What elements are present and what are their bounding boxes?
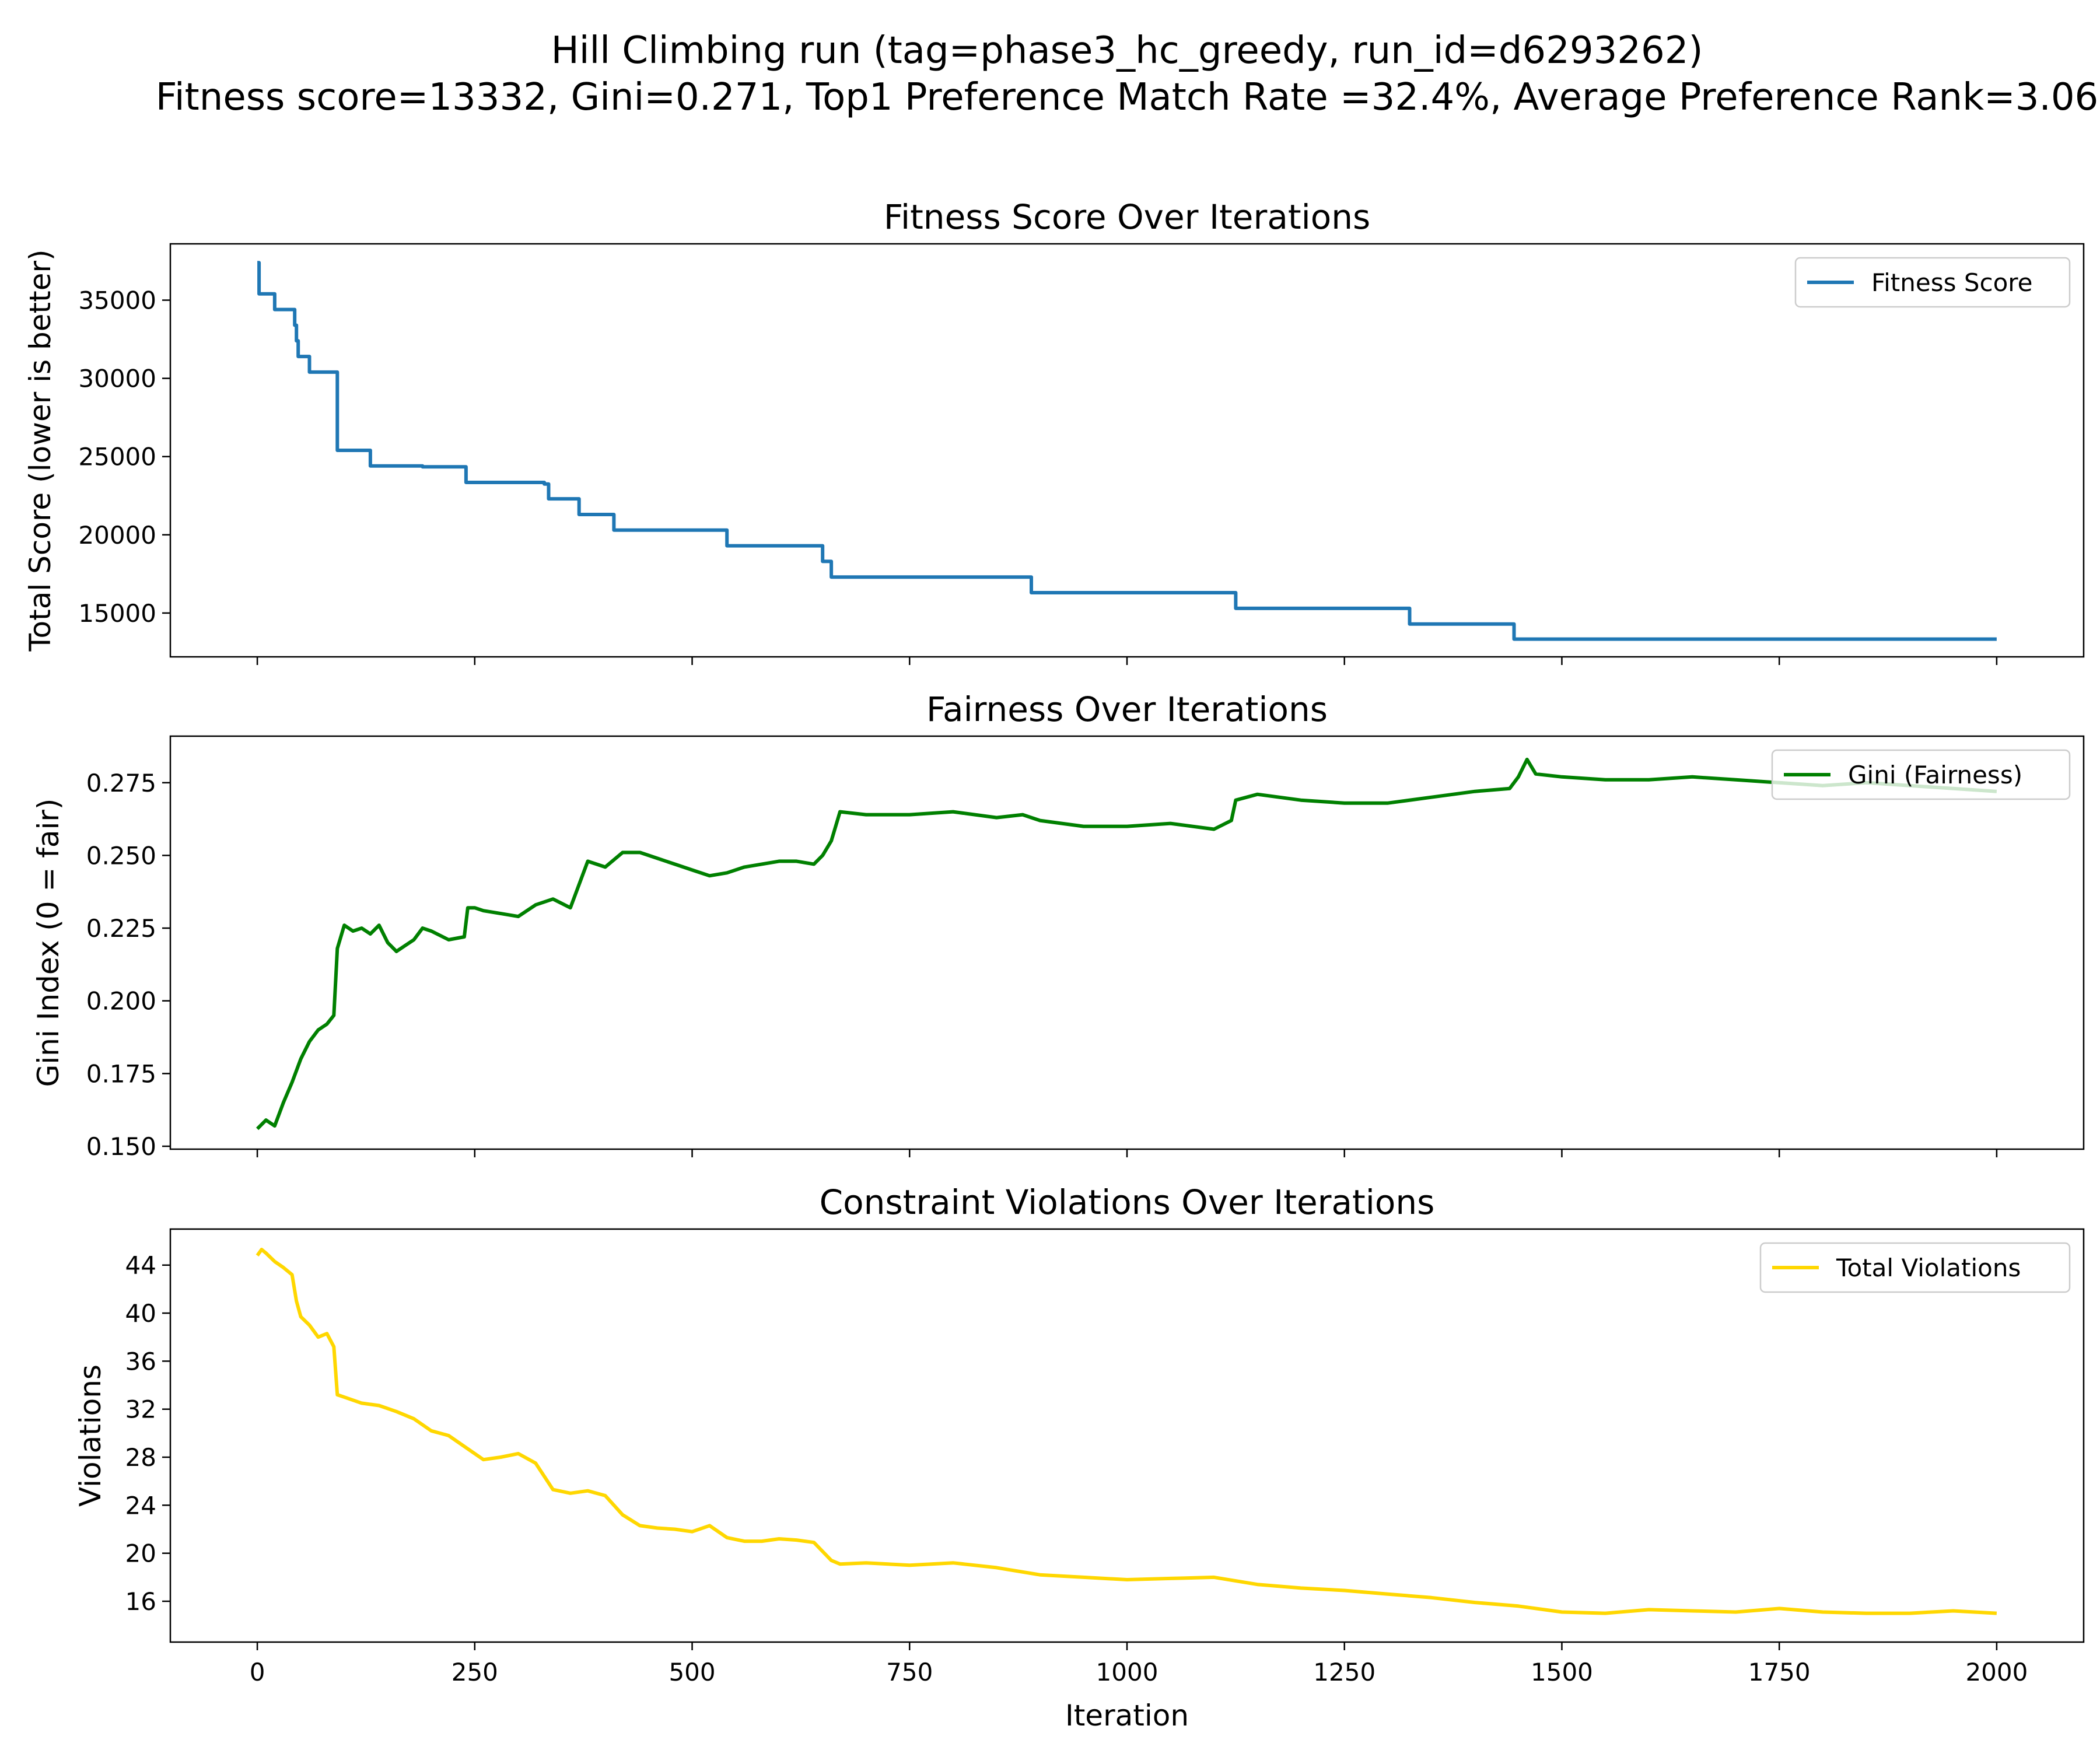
y-tick-label: 32 — [125, 1395, 156, 1424]
panel-title: Constraint Violations Over Iterations — [820, 1182, 1435, 1222]
y-tick-label: 20 — [125, 1539, 156, 1568]
gini-series-line — [256, 757, 1997, 1130]
y-tick-label: 35000 — [78, 286, 156, 315]
y-axis-label: Gini Index (0 = fair) — [32, 799, 65, 1087]
legend-label: Total Violations — [1836, 1254, 2021, 1282]
figure-title-line1: Hill Climbing run (tag=phase3_hc_greedy,… — [551, 29, 1703, 72]
x-tick-label: 500 — [668, 1658, 715, 1686]
fitness-series-line — [257, 261, 1997, 641]
y-tick-label: 0.250 — [86, 841, 156, 870]
y-tick-label: 16 — [125, 1587, 156, 1616]
y-tick-label: 0.275 — [86, 769, 156, 797]
legend-box — [1771, 749, 2071, 800]
y-tick-label: 0.225 — [86, 914, 156, 943]
x-tick-label: 1750 — [1748, 1658, 1811, 1686]
x-tick-label: 1250 — [1313, 1658, 1376, 1686]
panel-title: Fitness Score Over Iterations — [884, 197, 1370, 237]
fairness-panel: Fairness Over Iterations 0.150 0.175 0.200 0… — [32, 690, 2085, 1161]
y-axis-label: Total Score (lower is better) — [23, 249, 57, 652]
x-tick-label: 750 — [886, 1658, 933, 1686]
legend-label: Gini (Fairness) — [1848, 761, 2022, 789]
legend: Gini (Fairness) — [1771, 749, 2071, 800]
legend: Fitness Score — [1794, 257, 2071, 308]
fitness-score-panel: Fitness Score Over Iterations 15000 20000 2… — [23, 197, 2085, 665]
y-tick-label: 30000 — [78, 365, 156, 393]
violations-series-line — [256, 1248, 1997, 1615]
y-tick-label: 28 — [125, 1443, 156, 1472]
x-tick-label: 1500 — [1531, 1658, 1593, 1686]
y-tick-label: 0.175 — [86, 1059, 156, 1088]
y-axis-label: Violations — [74, 1364, 107, 1507]
violations-panel: Constraint Violations Over Iterations 0 25… — [74, 1182, 2085, 1686]
y-tick-label: 44 — [125, 1251, 156, 1280]
y-tick-label: 0.150 — [86, 1132, 156, 1161]
y-tick-label: 40 — [125, 1299, 156, 1328]
y-tick-label: 0.200 — [86, 987, 156, 1016]
x-tick-label: 2000 — [1965, 1658, 2028, 1686]
x-axis-label: Iteration — [1065, 1699, 1189, 1732]
y-tick-label: 20000 — [78, 521, 156, 550]
x-tick-label: 0 — [250, 1658, 265, 1686]
figure-title-line2: Fitness score=13332, Gini=0.271, Top1 Pr… — [156, 76, 2099, 119]
legend-label: Fitness Score — [1871, 268, 2032, 297]
x-tick-label: 250 — [452, 1658, 498, 1686]
panel-title: Fairness Over Iterations — [926, 690, 1328, 729]
y-tick-label: 25000 — [78, 443, 156, 471]
y-tick-label: 36 — [125, 1347, 156, 1376]
y-tick-label: 15000 — [78, 599, 156, 628]
y-tick-label: 24 — [125, 1491, 156, 1520]
legend: Total Violations — [1759, 1242, 2071, 1293]
legend-box — [1759, 1242, 2071, 1293]
x-tick-label: 1000 — [1096, 1658, 1158, 1686]
legend-box — [1794, 257, 2071, 308]
